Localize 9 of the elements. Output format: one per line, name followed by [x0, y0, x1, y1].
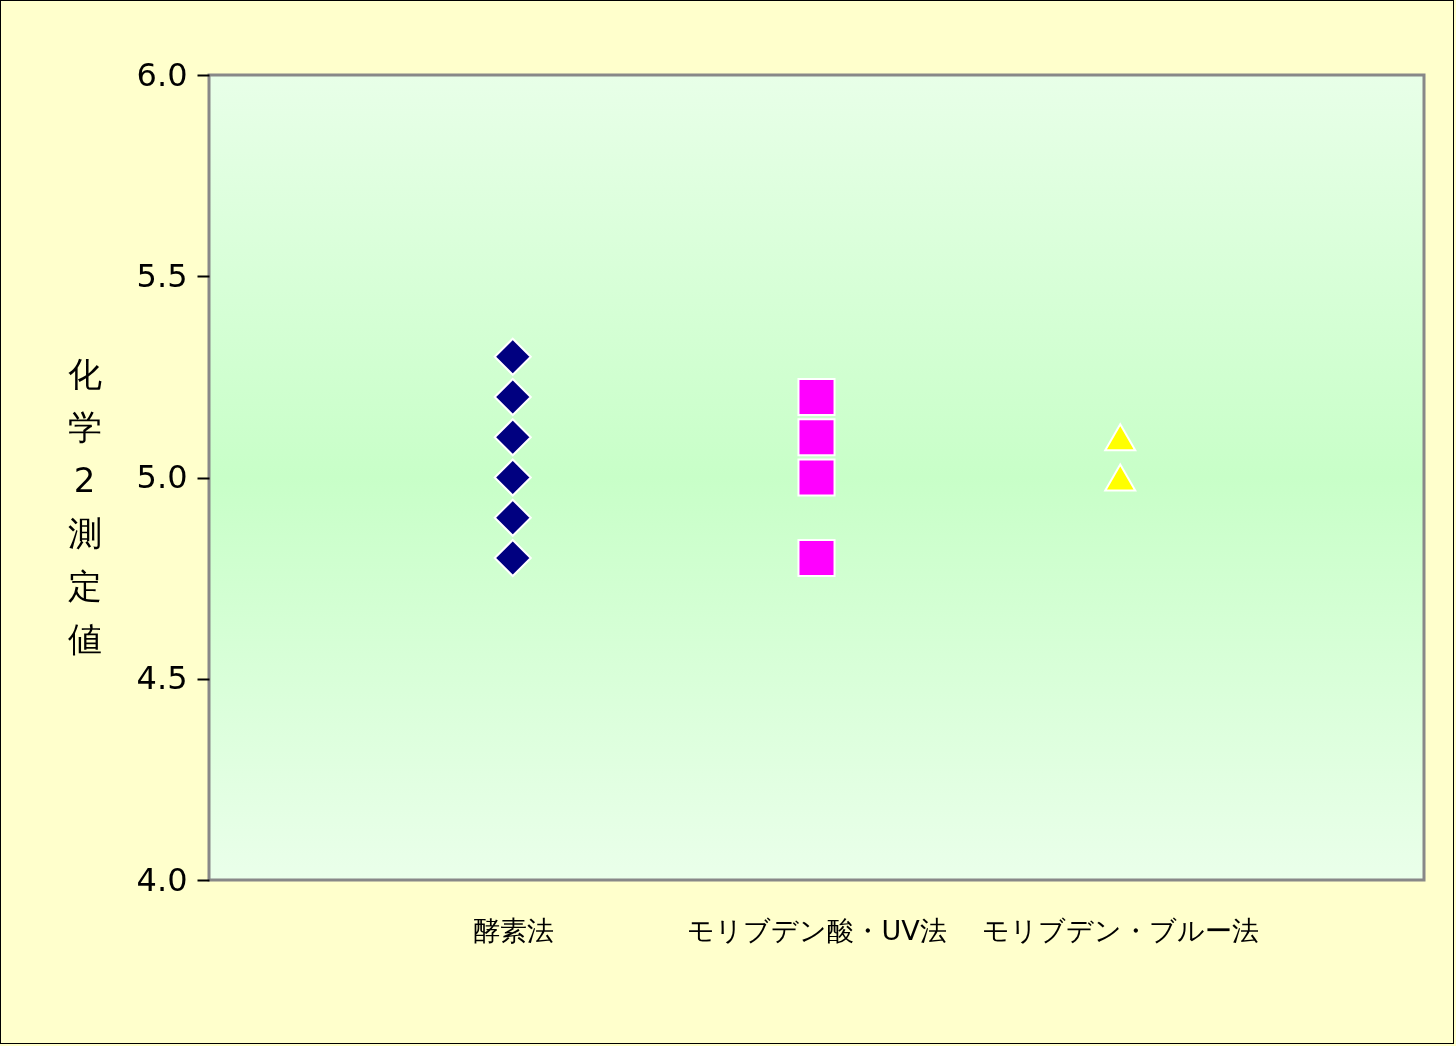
y-axis-title: 化学2測定値	[67, 353, 102, 659]
x-tick-label: モリブデン酸・UV法	[687, 914, 947, 946]
y-tick-label: 5.0	[136, 458, 188, 496]
x-tick-label: モリブデン・ブルー法	[982, 914, 1260, 946]
x-tick-label: 酵素法	[472, 914, 554, 946]
y-tick-label: 4.0	[136, 860, 188, 899]
y-tick-label: 6.0	[136, 55, 188, 94]
y-tick-label: 4.5	[136, 659, 188, 698]
y-tick-label: 5.5	[136, 256, 188, 295]
